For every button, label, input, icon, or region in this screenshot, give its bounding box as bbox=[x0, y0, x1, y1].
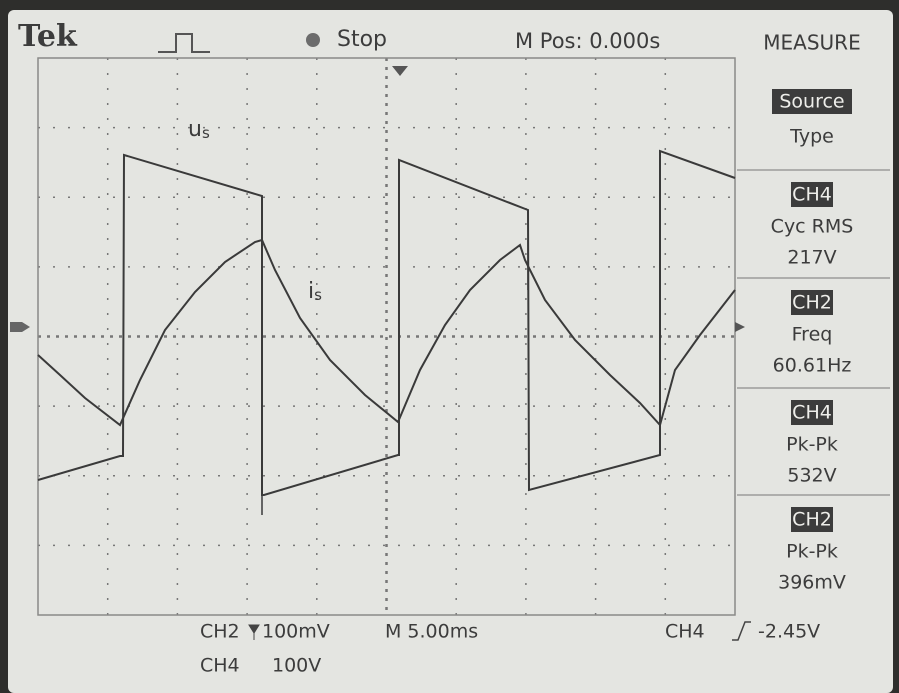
measure-channel: CH4 bbox=[792, 184, 832, 206]
ch4-scale: 100V bbox=[272, 655, 321, 677]
voltage-label: us bbox=[188, 117, 210, 142]
measure-channel: CH2 bbox=[792, 292, 832, 314]
measure-channel: CH4 bbox=[792, 402, 832, 424]
status-dot bbox=[306, 33, 320, 47]
measure-name: Pk-Pk bbox=[786, 434, 838, 456]
edge-symbol bbox=[732, 621, 751, 641]
measure-channel: CH2 bbox=[792, 509, 832, 531]
current-trace bbox=[37, 238, 736, 428]
trigger-level-marker bbox=[735, 322, 745, 332]
trigger-channel: CH4 bbox=[665, 621, 705, 643]
ch4-label: CH4 bbox=[200, 655, 240, 677]
graticule bbox=[38, 58, 735, 615]
menu-title: MEASURE bbox=[763, 31, 860, 55]
label-main: i bbox=[308, 279, 314, 304]
timebase: M 5.00ms bbox=[385, 621, 478, 643]
trigger-icon bbox=[158, 33, 210, 53]
display bbox=[8, 10, 893, 693]
menu-source[interactable]: Source bbox=[779, 91, 844, 113]
highlight-box bbox=[791, 290, 833, 315]
trigger-pos-marker bbox=[392, 66, 408, 76]
ch2-label: CH2 bbox=[200, 621, 240, 643]
ground-marker bbox=[10, 322, 30, 332]
label-main: u bbox=[188, 117, 202, 142]
highlight-box bbox=[791, 182, 833, 207]
measure-value: 396mV bbox=[778, 572, 846, 594]
label-sub: s bbox=[202, 124, 210, 142]
measure-value: 532V bbox=[787, 465, 836, 487]
measure-name: Freq bbox=[792, 324, 833, 346]
measure-menu: Source Type CH4 Cyc RMS 217V CH2 Freq 60.61Hz… bbox=[737, 89, 890, 594]
menu-type[interactable]: Type bbox=[789, 126, 834, 148]
current-label: is bbox=[308, 279, 322, 304]
brand: Tek bbox=[18, 19, 78, 54]
status: Stop bbox=[337, 27, 387, 52]
highlight-box bbox=[791, 400, 833, 425]
measure-name: Pk-Pk bbox=[786, 541, 838, 563]
edge-overshoot bbox=[261, 240, 661, 515]
graticule-frame bbox=[37, 57, 736, 616]
ground-symbol bbox=[248, 624, 260, 640]
trigger-level: -2.45V bbox=[758, 621, 820, 643]
position: M Pos: 0.000s bbox=[515, 29, 660, 53]
measure-name: Cyc RMS bbox=[771, 216, 854, 238]
ch2-scale: 100mV bbox=[262, 621, 330, 643]
measure-value: 217V bbox=[787, 247, 836, 269]
voltage-trace bbox=[37, 149, 736, 496]
label-sub: s bbox=[314, 286, 322, 304]
highlight-box bbox=[772, 89, 852, 114]
measure-value: 60.61Hz bbox=[773, 355, 852, 377]
highlight-box bbox=[791, 507, 833, 532]
